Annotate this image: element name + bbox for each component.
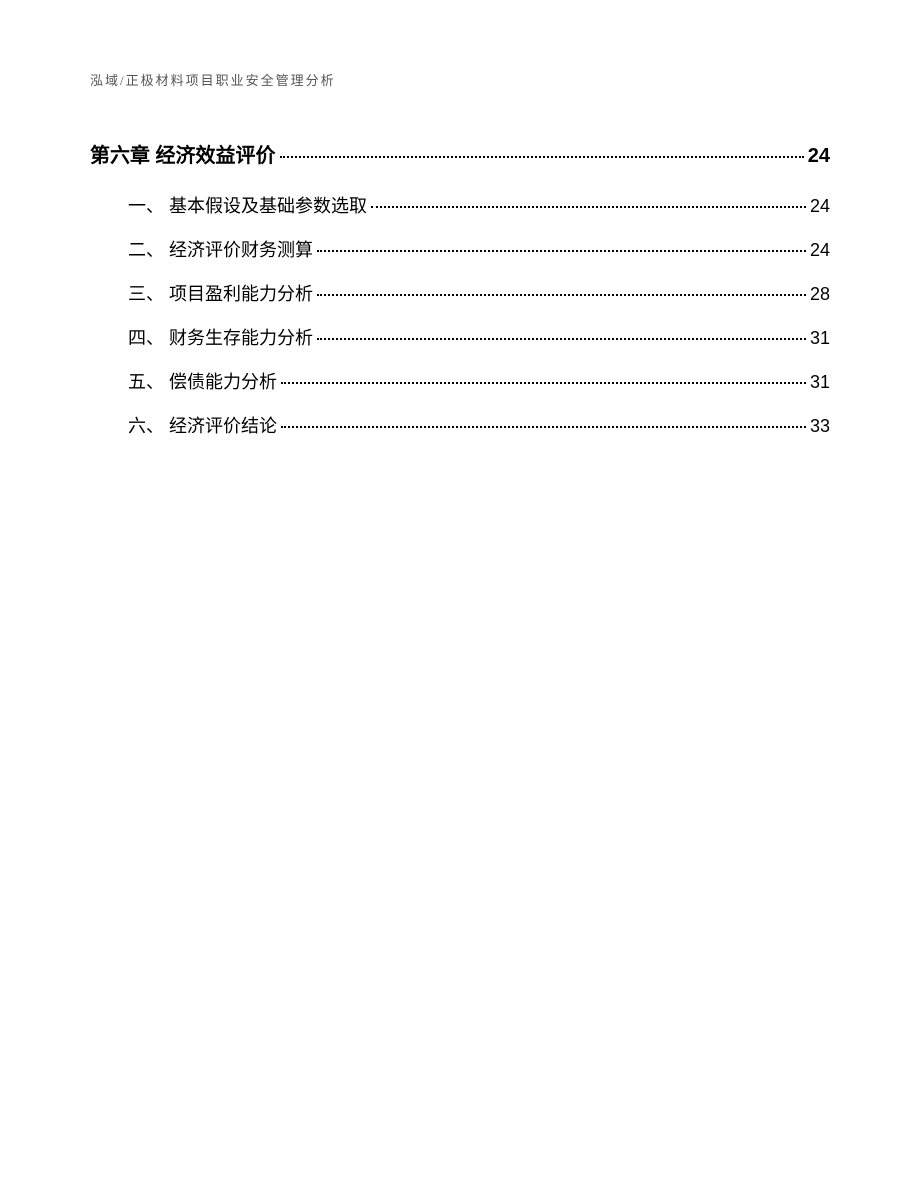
- sub-page-number: 33: [810, 416, 830, 437]
- sub-title: 六、 经济评价结论: [128, 412, 277, 438]
- sub-title: 一、 基本假设及基础参数选取: [128, 192, 367, 218]
- dot-leader: [281, 382, 806, 384]
- dot-leader: [317, 294, 806, 296]
- dot-leader: [280, 156, 804, 158]
- chapter-title: 第六章 经济效益评价: [90, 139, 276, 168]
- dot-leader: [317, 250, 806, 252]
- toc-chapter-row: 第六章 经济效益评价 24: [90, 139, 830, 168]
- sub-page-number: 24: [810, 240, 830, 261]
- sub-title: 五、 偿债能力分析: [128, 368, 277, 394]
- toc-sub-row: 一、 基本假设及基础参数选取 24: [90, 192, 830, 218]
- chapter-page-number: 24: [808, 145, 830, 168]
- dot-leader: [281, 426, 806, 428]
- dot-leader: [317, 338, 806, 340]
- sub-title: 三、 项目盈利能力分析: [128, 280, 313, 306]
- sub-page-number: 28: [810, 284, 830, 305]
- dot-leader: [371, 206, 806, 208]
- sub-title: 四、 财务生存能力分析: [128, 324, 313, 350]
- toc-sub-row: 四、 财务生存能力分析 31: [90, 324, 830, 350]
- sub-page-number: 31: [810, 372, 830, 393]
- sub-page-number: 31: [810, 328, 830, 349]
- toc-sub-row: 五、 偿债能力分析 31: [90, 368, 830, 394]
- toc-sub-row: 二、 经济评价财务测算 24: [90, 236, 830, 262]
- sub-title: 二、 经济评价财务测算: [128, 236, 313, 262]
- sub-page-number: 24: [810, 196, 830, 217]
- page-header: 泓域/正极材料项目职业安全管理分析: [90, 70, 830, 89]
- toc-sub-row: 六、 经济评价结论 33: [90, 412, 830, 438]
- toc-sub-row: 三、 项目盈利能力分析 28: [90, 280, 830, 306]
- document-page: 泓域/正极材料项目职业安全管理分析 第六章 经济效益评价 24 一、 基本假设及…: [0, 0, 920, 526]
